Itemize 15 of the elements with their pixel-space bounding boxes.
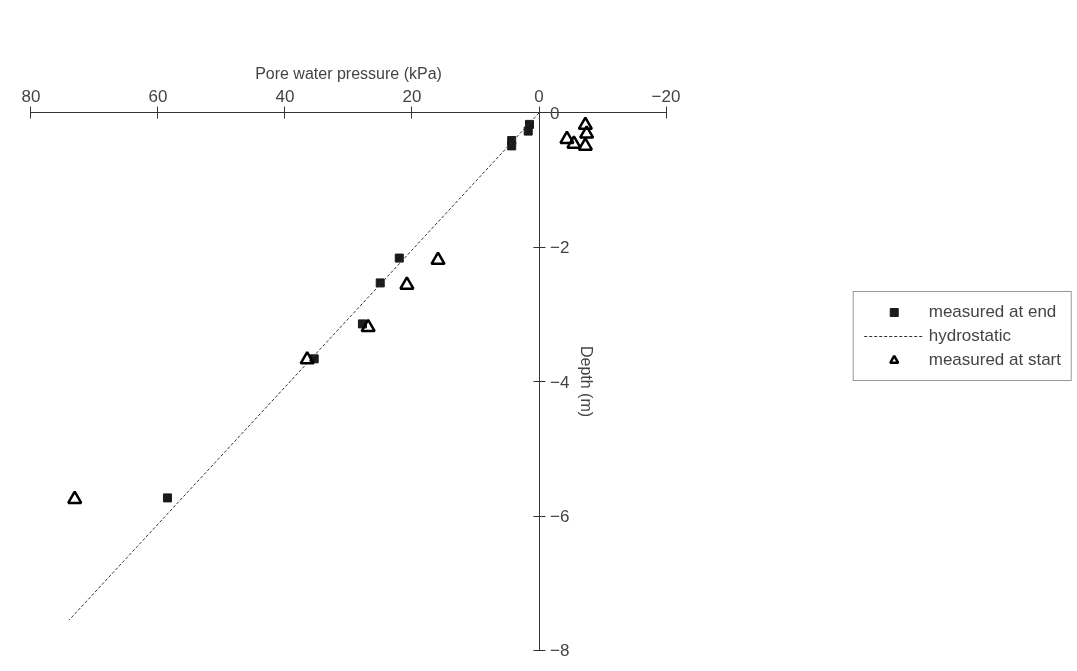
x-tick-label: −20 [651, 86, 681, 106]
x-tick-label: 0 [534, 86, 544, 106]
legend-label: hydrostatic [928, 325, 1011, 346]
x-tick-label: 40 [275, 86, 295, 106]
legend-label: measured at end [928, 301, 1057, 322]
legend-label: measured at start [928, 349, 1061, 370]
y-tick-label: −4 [550, 372, 570, 392]
x-tick-label: 80 [21, 86, 41, 106]
x-tick-label: 60 [148, 86, 168, 106]
y-tick-label: −8 [550, 641, 570, 661]
x-axis-title: Pore water pressure (kPa) [255, 64, 442, 82]
y-tick-label: −2 [550, 238, 570, 258]
y-tick-label: −6 [550, 507, 570, 527]
y-axis-title: Depth (m) [577, 345, 595, 418]
x-tick-label: 20 [402, 86, 422, 106]
